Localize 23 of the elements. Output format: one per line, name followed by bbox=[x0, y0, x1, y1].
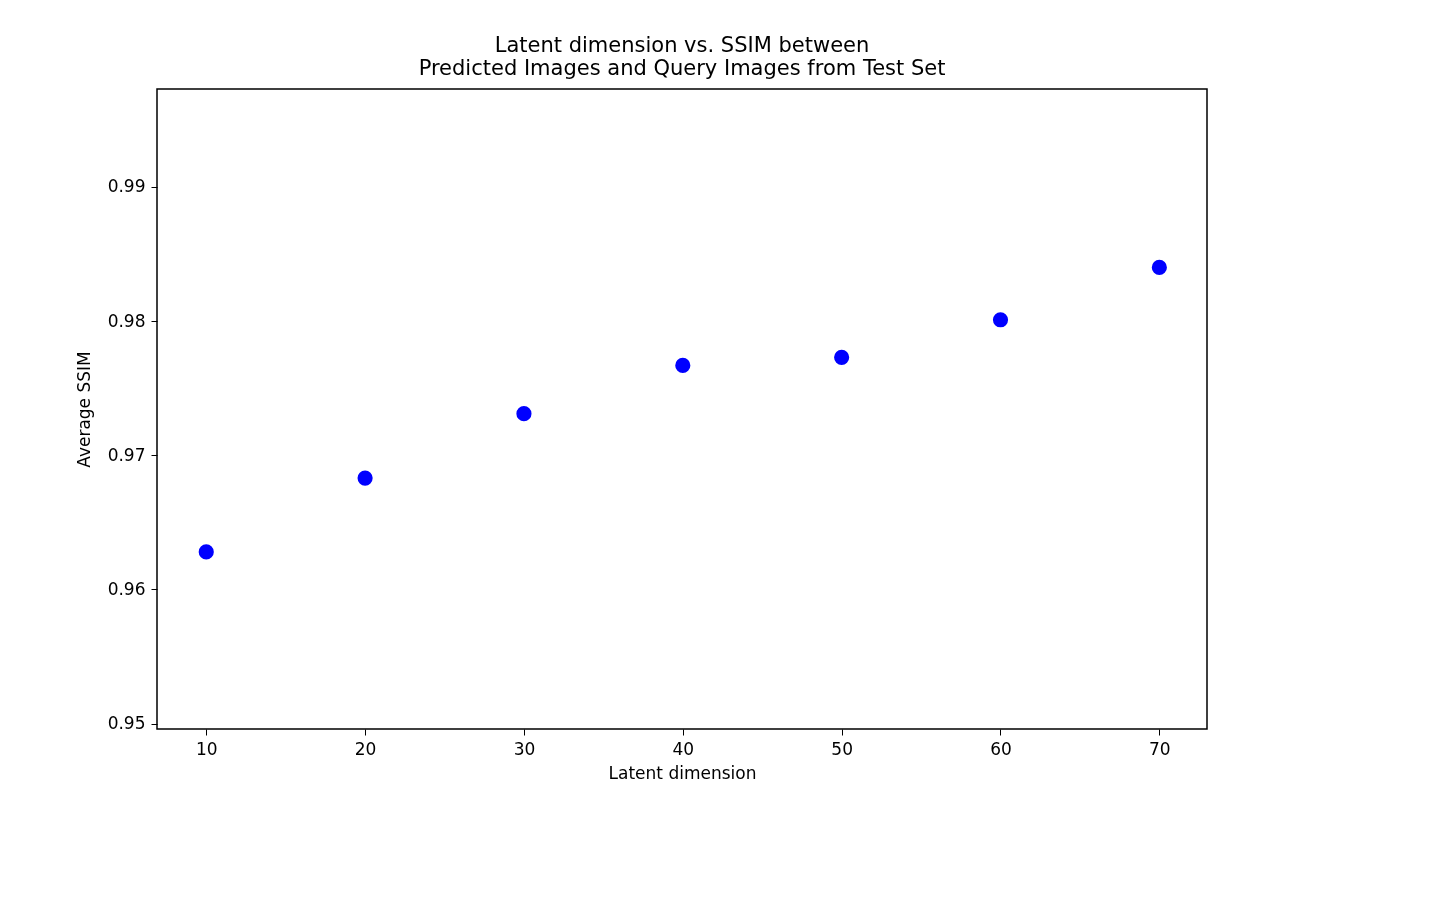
x-tick-label: 50 bbox=[831, 738, 853, 759]
y-axis-title: Average SSIM bbox=[73, 351, 94, 468]
y-tick-label: 0.97 bbox=[107, 444, 146, 465]
text: Latent dimension vs. SSIM between bbox=[494, 33, 870, 57]
x-tick-label: 70 bbox=[1149, 738, 1171, 759]
x-axis-title: Latent dimension bbox=[608, 762, 757, 783]
y-tick-label: 0.99 bbox=[107, 176, 146, 197]
point bbox=[1151, 259, 1167, 276]
y-tick-label: 0.96 bbox=[107, 578, 146, 599]
point bbox=[992, 312, 1009, 328]
point bbox=[357, 470, 373, 486]
x-tick-label: 10 bbox=[195, 738, 218, 759]
point bbox=[198, 544, 214, 560]
point bbox=[834, 349, 850, 365]
x-tick-label: 40 bbox=[672, 738, 695, 759]
point bbox=[675, 357, 691, 373]
x-tick-label: 60 bbox=[990, 738, 1012, 759]
point bbox=[516, 406, 532, 422]
y-tick-label: 0.98 bbox=[107, 310, 146, 331]
x-tick-label: 30 bbox=[513, 738, 536, 759]
x-tick-label: 20 bbox=[354, 738, 377, 759]
y-tick-label: 0.95 bbox=[107, 713, 146, 734]
text: Predicted Images and Query Images from Test Set bbox=[418, 56, 946, 80]
